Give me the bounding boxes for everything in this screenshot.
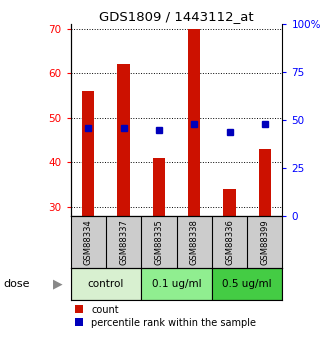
Text: GSM88337: GSM88337 xyxy=(119,219,128,265)
Text: 0.5 ug/ml: 0.5 ug/ml xyxy=(222,279,272,289)
Text: GSM88334: GSM88334 xyxy=(84,219,93,265)
Bar xyxy=(82,91,94,216)
Bar xyxy=(212,268,282,300)
Text: GSM88338: GSM88338 xyxy=(190,219,199,265)
Bar xyxy=(117,64,130,216)
Bar xyxy=(141,268,212,300)
Text: GSM88399: GSM88399 xyxy=(260,219,269,265)
Bar xyxy=(71,268,141,300)
Bar xyxy=(259,149,271,216)
Bar xyxy=(188,29,200,216)
Text: control: control xyxy=(88,279,124,289)
Text: ▶: ▶ xyxy=(53,277,63,290)
Legend: count, percentile rank within the sample: count, percentile rank within the sample xyxy=(75,305,256,327)
Text: 0.1 ug/ml: 0.1 ug/ml xyxy=(152,279,201,289)
Bar xyxy=(223,189,236,216)
Text: dose: dose xyxy=(3,279,30,289)
Text: GSM88336: GSM88336 xyxy=(225,219,234,265)
Title: GDS1809 / 1443112_at: GDS1809 / 1443112_at xyxy=(99,10,254,23)
Text: GSM88335: GSM88335 xyxy=(154,219,163,265)
Bar xyxy=(153,158,165,216)
